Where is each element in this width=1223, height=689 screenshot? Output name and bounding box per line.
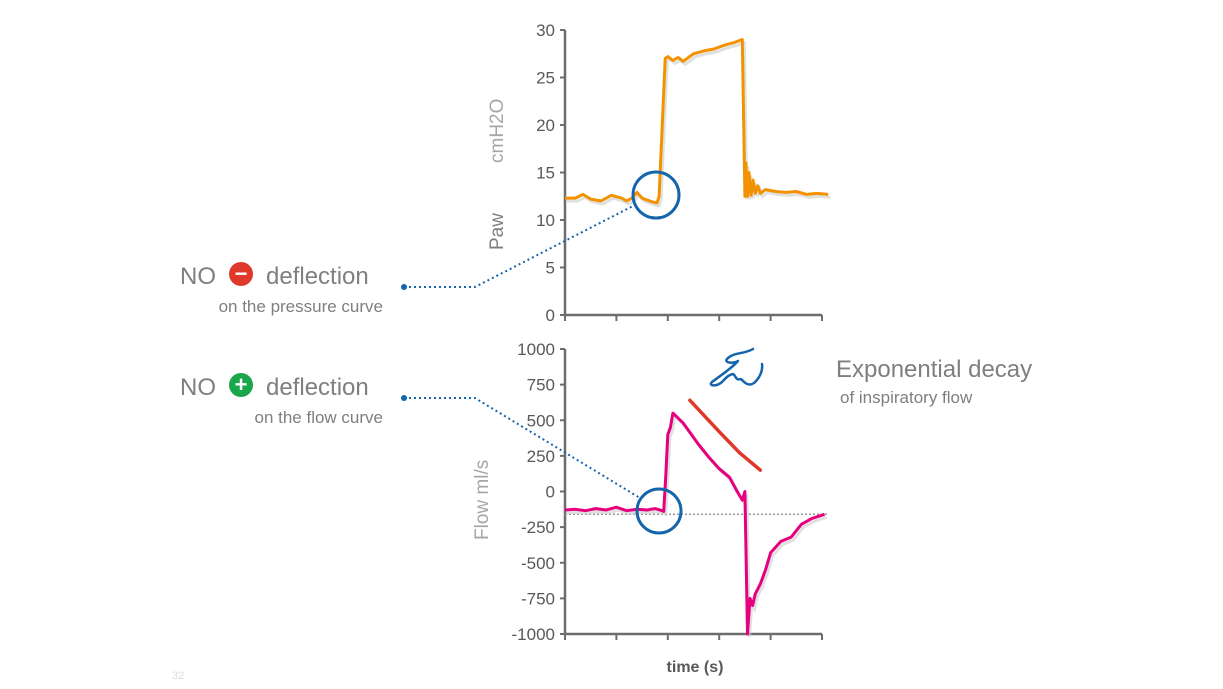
y-axis-label: Paw: [487, 213, 508, 250]
flow-series-line: [564, 411, 826, 636]
y-tick-label: -500: [521, 554, 555, 573]
highlight-circle: [635, 487, 683, 535]
pressure-series-line: [565, 38, 829, 205]
y-tick-label: 750: [527, 376, 555, 395]
y-tick-label: 0: [546, 483, 555, 502]
flow-leader-line: [404, 397, 641, 499]
pressure-no-label: NO: [180, 263, 216, 290]
y-axis-unit: cmH2O: [487, 99, 508, 163]
y-tick-label: -250: [521, 518, 555, 537]
flow-sub-label: on the flow curve: [254, 408, 383, 427]
highlight-circle: [631, 170, 681, 220]
y-tick-label: 10: [536, 211, 555, 230]
page-number: 32: [172, 670, 185, 682]
plus-circle-icon: +: [229, 373, 253, 397]
y-tick-label: 20: [536, 116, 555, 135]
series-shadow: [567, 40, 831, 208]
pressure-deflection-label: deflection: [266, 263, 369, 290]
y-tick-label: 15: [536, 164, 555, 183]
decay-title: Exponential decay: [836, 356, 1033, 383]
flow-no-label: NO: [180, 374, 216, 401]
exponential-decay-curve: [688, 398, 763, 472]
leader-dot: [401, 395, 407, 401]
decay-sub: of inspiratory flow: [840, 388, 973, 407]
pressure-sub-label: on the pressure curve: [218, 297, 383, 316]
pressure-leader-line: [404, 204, 636, 288]
y-tick-label: 0: [546, 306, 555, 325]
y-tick-label: -1000: [512, 625, 555, 644]
x-axis-label: time (s): [667, 659, 724, 676]
leader-dot: [401, 284, 407, 290]
y-tick-label: 1000: [517, 340, 555, 359]
y-tick-label: 25: [536, 69, 555, 88]
y-tick-label: 5: [546, 259, 555, 278]
flow-deflection-label: deflection: [266, 374, 369, 401]
minus-circle-icon: −: [229, 262, 253, 286]
series-shadow: [566, 413, 828, 638]
y-axis-label: Flow ml/s: [472, 460, 493, 540]
y-tick-label: 500: [527, 411, 555, 430]
pointing-hand-icon: [709, 347, 764, 387]
y-tick-label: -750: [521, 589, 555, 608]
y-tick-label: 250: [527, 447, 555, 466]
y-tick-label: 30: [536, 21, 555, 40]
